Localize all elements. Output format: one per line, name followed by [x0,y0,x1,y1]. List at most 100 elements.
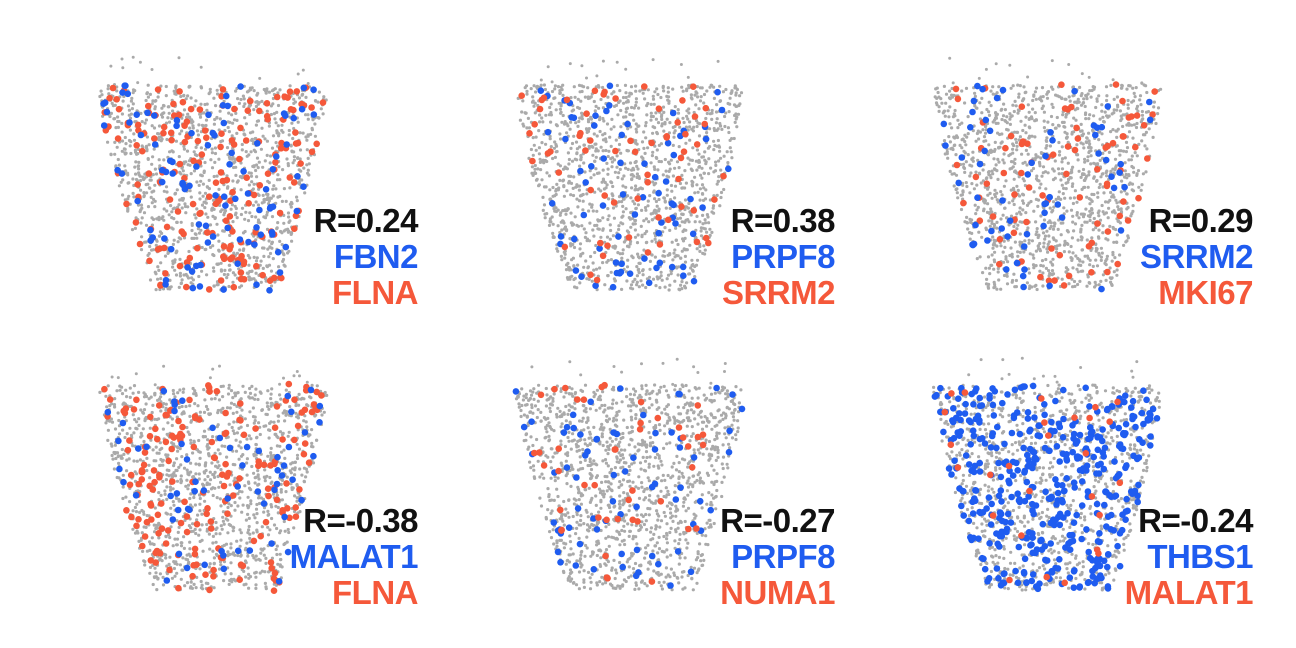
background-spot [1027,238,1031,242]
background-spot [582,265,586,269]
background-spot [1112,97,1116,101]
background-spot [634,159,638,164]
background-spot [695,214,699,218]
background-spot [1045,229,1049,233]
background-spot [637,176,641,180]
background-spot [1047,240,1051,244]
background-spot [735,125,739,129]
background-spot [213,117,217,122]
background-spot [159,277,163,281]
gene-b-spot [198,151,206,158]
gene-a-spot [612,259,620,266]
background-spot [946,109,950,113]
background-spot [1013,240,1017,244]
background-spot [700,176,704,180]
background-spot [689,93,693,97]
background-spot [202,170,206,175]
background-spot [287,128,291,133]
background-spot [591,261,595,265]
background-spot [1085,136,1089,140]
background-spot [1104,263,1108,267]
background-spot [247,183,251,187]
gene-b-spot [1000,169,1008,177]
background-spot [151,217,156,221]
gene-b-label: FLNA [332,274,418,311]
background-spot [1096,195,1100,199]
background-spot [227,111,231,115]
background-spot [956,118,960,122]
background-spot [1104,85,1109,89]
background-spot [138,174,142,178]
background-spot [131,91,135,95]
background-spot [1070,236,1074,240]
background-spot [646,88,650,92]
background-spot [288,84,292,88]
background-spot [1096,191,1100,195]
background-spot [663,226,667,230]
background-spot [142,191,146,195]
background-spot [150,102,154,106]
background-spot [555,124,559,128]
background-spot [1111,253,1115,257]
background-spot [716,179,720,183]
gene-a-spot [158,178,166,186]
background-spot [285,157,289,161]
background-spot [297,181,301,185]
background-spot [688,120,692,124]
background-spot [265,227,270,231]
background-spot [643,97,647,101]
background-spot [190,121,194,125]
background-spot [156,265,160,269]
background-spot [1046,90,1050,94]
background-spot [626,258,630,262]
background-spot [150,124,154,128]
background-spot [937,109,941,113]
background-spot [621,95,626,100]
background-spot [678,216,682,220]
background-spot [1134,86,1138,90]
background-spot [717,159,721,163]
background-spot [1002,161,1006,165]
background-spot [659,274,663,278]
background-spot [174,92,178,96]
background-spot [287,220,291,224]
background-spot [1070,130,1074,134]
background-spot [707,157,711,161]
background-spot [691,129,695,133]
background-spot [1094,105,1098,110]
background-spot [607,214,611,218]
background-spot [133,165,137,169]
background-spot [1111,225,1115,230]
gene-b-spot [1085,243,1093,250]
background-spot [721,90,725,94]
background-spot [1085,238,1089,242]
background-spot [1009,214,1014,218]
background-spot [1023,239,1027,243]
background-spot [1011,186,1016,190]
background-spot [646,199,650,203]
background-spot [629,196,633,200]
gene-a-spot [669,109,677,117]
background-spot [718,121,722,126]
background-spot [108,114,112,119]
background-spot [1033,111,1037,115]
gene-b-spot [204,229,211,236]
background-spot [182,147,186,151]
background-spot [244,122,248,126]
background-spot [537,152,541,156]
background-spot [272,184,276,188]
background-spot [1078,279,1082,283]
background-spot [655,87,659,91]
background-spot [1152,105,1156,109]
gene-b-spot [693,238,701,246]
background-spot [130,228,135,232]
background-spot [644,208,648,212]
gene-a-spot [702,135,710,143]
background-spot [1108,224,1112,228]
background-spot [1033,135,1037,139]
background-spot [575,286,579,290]
background-spot [1003,119,1007,123]
gene-a-spot [679,263,687,271]
gene-b-spot [187,105,195,113]
background-spot [619,125,623,129]
